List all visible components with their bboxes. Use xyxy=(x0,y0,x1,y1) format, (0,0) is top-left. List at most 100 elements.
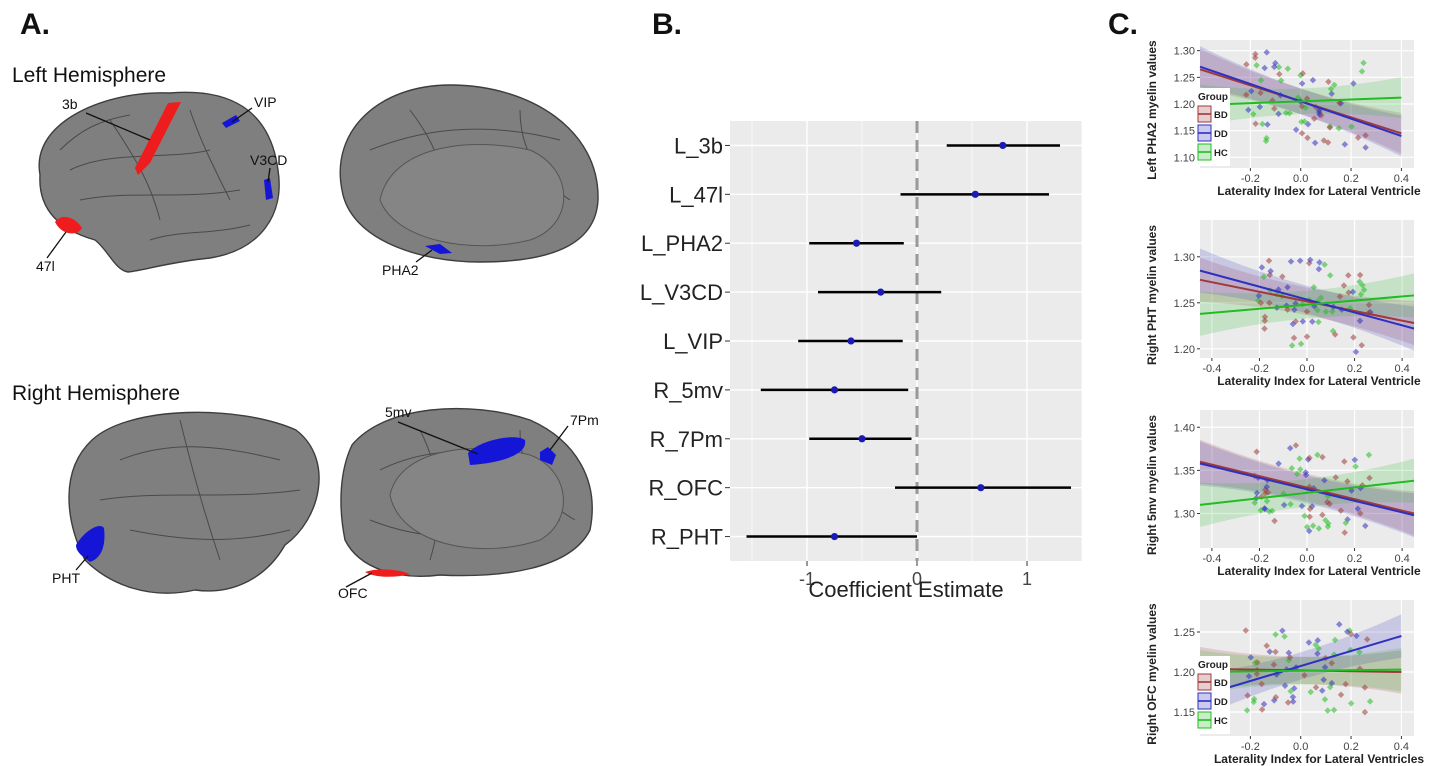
legend-entry-label: HC xyxy=(1214,148,1228,159)
right-lateral-brain xyxy=(68,411,320,594)
scatter-y-tick-label: 1.20 xyxy=(1174,99,1195,111)
region-5mv xyxy=(468,437,526,465)
scatter-fit-line xyxy=(1199,278,1415,325)
legend-entry-label: BD xyxy=(1214,678,1228,689)
scatter-y-tick-label: 1.30 xyxy=(1174,252,1195,264)
scatter-y-tick-label: 1.25 xyxy=(1174,72,1195,84)
label-5mv: 5mv xyxy=(385,404,412,420)
scatter-x-tick-label: 0.0 xyxy=(1293,173,1308,185)
scatter-x-axis-label: Laterality Index for Lateral Ventricle xyxy=(1217,374,1421,388)
scatter-point xyxy=(1362,132,1369,139)
scatter-x-axis-label: Laterality Index for Lateral Ventricle xyxy=(1217,184,1421,198)
region-3b xyxy=(135,102,181,175)
label-ofc: OFC xyxy=(338,585,368,601)
scatter-x-tick-label: 0.4 xyxy=(1394,363,1409,375)
scatter-x-tick-label: 0.0 xyxy=(1293,741,1308,753)
label-pht: PHT xyxy=(52,570,80,586)
forest-estimate-point xyxy=(858,435,866,443)
region-47l xyxy=(55,216,82,234)
forest-row: L_PHA2 xyxy=(641,231,904,256)
scatter-x-tick-label: -0.2 xyxy=(1250,553,1269,565)
scatter-y-axis-label: Left PHA2 myelin values xyxy=(1145,40,1159,180)
forest-row-label: L_VIP xyxy=(663,329,723,354)
forest-estimate-point xyxy=(977,484,985,492)
scatter-point xyxy=(1245,106,1252,114)
panel-c-letter: C. xyxy=(1108,8,1138,41)
scatter-point xyxy=(1349,288,1357,296)
scatter-x-tick-label: 0.2 xyxy=(1343,173,1358,185)
scatter-plot-3: -0.4 -0.2 0.0 0.2 0.4 1.30 1.35 1.40 Right 5mv m… xyxy=(1145,410,1421,578)
forest-row: R_OFC xyxy=(648,476,1071,501)
scatter-x-tick-label: -0.2 xyxy=(1241,173,1260,185)
forest-estimate-point xyxy=(830,386,839,394)
scatter-fit-line xyxy=(1199,96,1402,107)
scatter-x-axis-label: Laterality Index for Lateral Ventricle xyxy=(1217,564,1421,578)
scatter-y-axis-label: Right OFC myelin values xyxy=(1145,603,1159,745)
forest-estimate-point xyxy=(971,190,979,198)
scatter-point xyxy=(1281,682,1289,690)
forest-x-tick-label: -1 xyxy=(799,569,815,589)
scatter-x-tick-label: -0.2 xyxy=(1250,363,1269,375)
scatter-y-tick-label: 1.20 xyxy=(1174,667,1195,679)
forest-x-axis-label: Coefficient Estimate xyxy=(808,577,1003,602)
legend-entry-label: BD xyxy=(1214,110,1228,121)
panel-b-letter: B. xyxy=(652,8,682,41)
forest-estimate-point xyxy=(877,288,885,296)
forest-row: L_V3CD xyxy=(640,280,942,305)
legend-title: Group xyxy=(1198,92,1228,103)
label-pha2: PHA2 xyxy=(382,262,419,278)
scatter-point xyxy=(1250,698,1257,706)
panel-a-letter: A. xyxy=(20,8,50,41)
scatter-fit-line xyxy=(1199,294,1415,315)
scatter-x-tick-label: 0.2 xyxy=(1347,363,1362,375)
leader-lines xyxy=(46,107,569,588)
scatter-point xyxy=(1306,454,1313,462)
forest-row-label: R_OFC xyxy=(648,476,723,501)
forest-row: L_47l xyxy=(669,182,1049,207)
scatter-y-tick-label: 1.10 xyxy=(1174,152,1195,164)
forest-row-label: R_PHT xyxy=(651,525,723,550)
legend-entry-label: HC xyxy=(1214,716,1228,727)
forest-plot: L_3b L_47l L_PHA2 L_V3CD L_VIP R_5mv R_7Pm R_OF… xyxy=(640,121,1083,602)
legend-entry-label: DD xyxy=(1214,697,1228,708)
left-hemisphere-title: Left Hemisphere xyxy=(12,64,167,87)
scatter-x-tick-label: 0.4 xyxy=(1394,173,1409,185)
scatter-y-tick-label: 1.40 xyxy=(1174,422,1195,434)
scatter-plot-4: -0.2 0.0 0.2 0.4 1.15 1.20 1.25 Right OFC myeli… xyxy=(1145,600,1424,766)
region-pha2 xyxy=(425,244,452,254)
forest-row: L_3b xyxy=(674,133,1060,158)
scatter-fit-line xyxy=(1199,668,1402,673)
scatter-y-tick-label: 1.30 xyxy=(1174,509,1195,521)
label-47l: 47l xyxy=(36,258,55,274)
scatter-point xyxy=(1366,698,1374,705)
scatter-y-tick-label: 1.25 xyxy=(1174,627,1195,639)
scatter-panel-background xyxy=(1200,600,1414,736)
forest-row-label: L_47l xyxy=(669,182,723,207)
forest-estimate-point xyxy=(999,141,1007,150)
scatter-point xyxy=(1257,299,1265,307)
scatter-point xyxy=(1341,141,1349,148)
forest-row: L_VIP xyxy=(663,329,903,354)
legend-entry-label: DD xyxy=(1214,129,1228,140)
forest-row-label: R_7Pm xyxy=(650,427,723,452)
scatter-point xyxy=(1286,444,1294,452)
region-ofc xyxy=(365,569,410,577)
scatter-legend: Group BD DD HC xyxy=(1196,656,1230,734)
scatter-plot-2: -0.4 -0.2 0.0 0.2 0.4 1.20 1.25 1.30 Right PHT m… xyxy=(1145,220,1421,388)
forest-x-tick-label: 1 xyxy=(1022,569,1032,589)
scatter-x-tick-label: -0.4 xyxy=(1202,553,1221,565)
forest-row-label: L_PHA2 xyxy=(641,231,723,256)
forest-estimate-point xyxy=(847,337,855,345)
legend-title: Group xyxy=(1198,660,1228,671)
label-vip: VIP xyxy=(254,94,277,110)
region-pht xyxy=(76,525,105,562)
scatter-x-tick-label: 0.0 xyxy=(1299,363,1314,375)
scatter-x-tick-label: -0.4 xyxy=(1202,363,1221,375)
scatter-point xyxy=(1336,293,1344,300)
left-lateral-brain xyxy=(38,91,280,273)
scatter-fit-line xyxy=(1199,635,1402,697)
scatter-point xyxy=(1357,291,1365,298)
scatter-x-tick-label: 0.0 xyxy=(1299,553,1314,565)
scatter-point xyxy=(1264,489,1272,496)
right-medial-wall xyxy=(389,447,564,550)
